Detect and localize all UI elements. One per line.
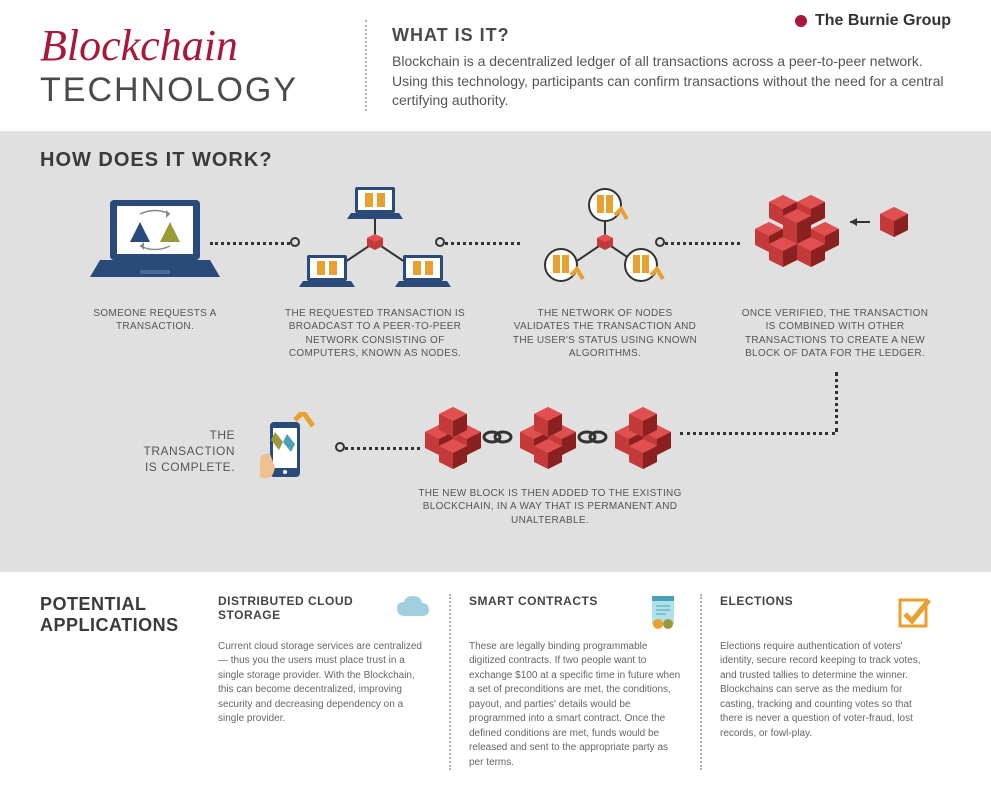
brand-dot-icon bbox=[795, 15, 807, 27]
step-5: THE NEW BLOCK IS THEN ADDED TO THE EXIST… bbox=[410, 397, 690, 528]
applications-heading: POTENTIAL APPLICATIONS bbox=[40, 594, 200, 771]
app-3-title-row: ELECTIONS bbox=[720, 594, 933, 630]
connector bbox=[680, 432, 835, 435]
step-3: THE NETWORK OF NODES VALIDATES THE TRANS… bbox=[510, 187, 700, 361]
app-smart-contracts: SMART CONTRACTS These are legally bindin… bbox=[449, 594, 700, 771]
network-nodes-icon bbox=[280, 187, 470, 297]
connector bbox=[340, 447, 420, 450]
app-3-body: Elections require authentication of vote… bbox=[720, 640, 933, 742]
step-4-text: ONCE VERIFIED, THE TRANSACTION IS COMBIN… bbox=[740, 307, 930, 361]
app-1-body: Current cloud storage services are centr… bbox=[218, 640, 431, 727]
app-2-title-row: SMART CONTRACTS bbox=[469, 594, 682, 630]
app-2-body: These are legally binding programmable d… bbox=[469, 640, 682, 771]
step-3-text: THE NETWORK OF NODES VALIDATES THE TRANS… bbox=[510, 307, 700, 361]
step-2-text: THE REQUESTED TRANSACTION IS BROADCAST T… bbox=[280, 307, 470, 361]
intro-paragraph: Blockchain is a decentralized ledger of … bbox=[392, 52, 951, 111]
app-cloud-storage: DISTRIBUTED CLOUD STORAGE Current cloud … bbox=[200, 594, 449, 771]
applications-section: POTENTIAL APPLICATIONS DISTRIBUTED CLOUD… bbox=[0, 572, 991, 800]
app-3-title: ELECTIONS bbox=[720, 594, 793, 608]
step-1-text: SOMEONE REQUESTS A TRANSACTION. bbox=[60, 307, 250, 334]
step-5-text: THE NEW BLOCK IS THEN ADDED TO THE EXIST… bbox=[410, 487, 690, 528]
contract-icon bbox=[646, 594, 682, 630]
step-4: ONCE VERIFIED, THE TRANSACTION IS COMBIN… bbox=[740, 187, 930, 361]
cloud-icon bbox=[395, 594, 431, 630]
app-elections: ELECTIONS Elections require authenticati… bbox=[700, 594, 951, 771]
blockchain-chain-icon bbox=[410, 397, 690, 477]
brand-label: The Burnie Group bbox=[795, 12, 951, 30]
app-1-title-row: DISTRIBUTED CLOUD STORAGE bbox=[218, 594, 431, 630]
connector-node bbox=[335, 442, 345, 452]
flow-diagram: SOMEONE REQUESTS A TRANSACTION. bbox=[40, 187, 951, 547]
step-6-line-1: THE bbox=[120, 428, 235, 444]
title-line-2: TECHNOLOGY bbox=[40, 71, 340, 110]
how-it-works-section: HOW DOES IT WORK? bbox=[0, 131, 991, 572]
block-cubes-icon bbox=[740, 187, 930, 297]
how-heading: HOW DOES IT WORK? bbox=[40, 149, 951, 172]
infographic-page: The Burnie Group Blockchain TECHNOLOGY W… bbox=[0, 0, 991, 800]
checkbox-icon bbox=[897, 594, 933, 630]
vertical-divider bbox=[365, 20, 367, 111]
intro-block: WHAT IS IT? Blockchain is a decentralize… bbox=[392, 20, 951, 111]
brand-text: The Burnie Group bbox=[815, 12, 951, 29]
step-6: THE TRANSACTION IS COMPLETE. bbox=[120, 412, 330, 492]
title-block: Blockchain TECHNOLOGY bbox=[40, 20, 340, 111]
laptop-transaction-icon bbox=[60, 187, 250, 297]
connector bbox=[835, 372, 838, 432]
app-2-title: SMART CONTRACTS bbox=[469, 594, 598, 608]
step-2: THE REQUESTED TRANSACTION IS BROADCAST T… bbox=[280, 187, 470, 361]
phone-complete-icon bbox=[245, 412, 330, 492]
app-1-title: DISTRIBUTED CLOUD STORAGE bbox=[218, 594, 387, 622]
step-6-text: THE TRANSACTION IS COMPLETE. bbox=[120, 428, 235, 475]
validation-nodes-icon bbox=[510, 187, 700, 297]
step-1: SOMEONE REQUESTS A TRANSACTION. bbox=[60, 187, 250, 334]
title-line-1: Blockchain bbox=[40, 20, 340, 71]
step-6-line-3: IS COMPLETE. bbox=[120, 460, 235, 476]
step-6-line-2: TRANSACTION bbox=[120, 444, 235, 460]
